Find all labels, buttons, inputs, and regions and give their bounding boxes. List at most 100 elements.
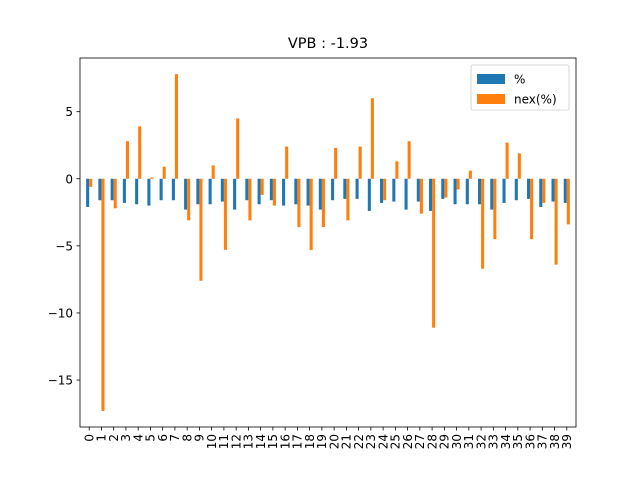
legend-swatch-pct bbox=[477, 74, 505, 84]
bar-nex-19 bbox=[321, 178, 325, 228]
bar-pct-7 bbox=[171, 178, 175, 201]
x-tick-label: 16 bbox=[278, 434, 292, 449]
y-tick-label: −15 bbox=[48, 374, 73, 388]
bar-nex-35 bbox=[517, 153, 521, 179]
bar-pct-21 bbox=[343, 178, 347, 199]
x-tick-label: 39 bbox=[560, 434, 574, 449]
x-tick-label: 19 bbox=[315, 434, 329, 449]
bar-pct-23 bbox=[367, 178, 371, 211]
x-tick-label: 1 bbox=[95, 434, 109, 442]
bar-pct-18 bbox=[306, 178, 310, 206]
y-axis: 5 0 −5 −10 −15 bbox=[48, 105, 80, 388]
bar-nex-12 bbox=[236, 118, 240, 179]
x-tick-label: 14 bbox=[254, 434, 268, 449]
bar-pct-1 bbox=[98, 178, 102, 201]
bar-nex-0 bbox=[89, 178, 93, 187]
bar-nex-23 bbox=[370, 98, 374, 179]
bar-nex-17 bbox=[297, 178, 301, 228]
x-tick-label: 9 bbox=[193, 434, 207, 442]
chart-title: VPB : -1.93 bbox=[288, 36, 368, 52]
y-tick-label: −10 bbox=[48, 306, 73, 320]
legend-label-nex: nex(%) bbox=[514, 93, 557, 107]
x-tick-label: 13 bbox=[242, 434, 256, 449]
x-tick-label: 2 bbox=[107, 434, 121, 442]
x-tick-label: 24 bbox=[376, 434, 390, 449]
bar-nex-5 bbox=[150, 177, 154, 179]
y-tick-label: 5 bbox=[65, 105, 73, 119]
bar-pct-14 bbox=[257, 178, 261, 205]
bar-nex-22 bbox=[358, 146, 362, 179]
legend-swatch-nex bbox=[477, 94, 505, 104]
bar-nex-24 bbox=[383, 178, 387, 201]
x-tick-label: 15 bbox=[266, 434, 280, 449]
bar-pct-10 bbox=[208, 178, 212, 205]
x-tick-label: 22 bbox=[352, 434, 366, 449]
x-tick-label: 17 bbox=[291, 434, 305, 449]
bar-pct-34 bbox=[502, 178, 506, 203]
bar-nex-14 bbox=[260, 178, 264, 195]
bar-nex-39 bbox=[566, 178, 570, 225]
bar-pct-30 bbox=[453, 178, 457, 205]
legend: % nex(%) bbox=[470, 64, 570, 111]
x-tick-label: 12 bbox=[229, 434, 243, 449]
x-tick-label: 36 bbox=[523, 434, 537, 449]
bar-pct-24 bbox=[380, 178, 384, 203]
bar-nex-34 bbox=[505, 142, 509, 179]
bar-pct-2 bbox=[110, 178, 114, 201]
bar-pct-22 bbox=[355, 178, 359, 199]
bar-pct-38 bbox=[551, 178, 555, 202]
bar-nex-20 bbox=[334, 147, 338, 179]
x-tick-label: 11 bbox=[217, 434, 231, 449]
x-tick-label: 4 bbox=[131, 434, 145, 442]
bar-pct-35 bbox=[514, 178, 518, 201]
bar-nex-6 bbox=[162, 166, 166, 179]
bar-nex-10 bbox=[211, 165, 215, 179]
bar-nex-31 bbox=[468, 170, 472, 179]
bars-group bbox=[86, 74, 570, 411]
x-tick-label: 21 bbox=[340, 434, 354, 449]
bar-pct-28 bbox=[429, 178, 433, 211]
x-tick-label: 33 bbox=[487, 434, 501, 449]
bar-pct-37 bbox=[539, 178, 543, 207]
x-tick-label: 32 bbox=[474, 434, 488, 449]
bar-pct-0 bbox=[86, 178, 90, 207]
x-tick-label: 3 bbox=[119, 434, 133, 442]
bar-pct-6 bbox=[159, 178, 163, 201]
x-tick-label: 27 bbox=[413, 434, 427, 449]
bar-nex-16 bbox=[285, 146, 289, 179]
y-tick-label: −5 bbox=[55, 239, 73, 253]
x-tick-label: 7 bbox=[168, 434, 182, 442]
bar-pct-17 bbox=[294, 178, 298, 205]
bar-pct-26 bbox=[404, 178, 408, 210]
bar-pct-16 bbox=[282, 178, 286, 206]
bar-nex-18 bbox=[309, 178, 313, 250]
bar-nex-8 bbox=[187, 178, 191, 221]
bar-pct-5 bbox=[147, 178, 151, 206]
x-tick-label: 8 bbox=[180, 434, 194, 442]
x-tick-label: 0 bbox=[82, 434, 96, 442]
bar-pct-11 bbox=[220, 178, 224, 202]
bar-pct-27 bbox=[416, 178, 420, 202]
bar-nex-3 bbox=[125, 141, 129, 179]
bar-pct-3 bbox=[122, 178, 126, 203]
x-tick-label: 10 bbox=[205, 434, 219, 449]
x-tick-label: 34 bbox=[499, 434, 513, 449]
x-tick-label: 37 bbox=[536, 434, 550, 449]
x-tick-label: 6 bbox=[156, 434, 170, 442]
bar-pct-4 bbox=[135, 178, 139, 205]
x-tick-label: 26 bbox=[401, 434, 415, 449]
x-tick-label: 28 bbox=[425, 434, 439, 449]
x-tick-label: 30 bbox=[450, 434, 464, 449]
bar-pct-20 bbox=[331, 178, 335, 201]
bar-pct-13 bbox=[245, 178, 249, 201]
legend-label-pct: % bbox=[514, 73, 525, 87]
bar-nex-26 bbox=[407, 141, 411, 179]
bar-pct-25 bbox=[392, 178, 396, 202]
bar-nex-4 bbox=[138, 126, 142, 179]
x-axis: 0123456789101112131415161718192021222324… bbox=[82, 427, 574, 449]
bar-nex-9 bbox=[199, 178, 203, 281]
bar-nex-29 bbox=[444, 178, 448, 198]
x-tick-label: 29 bbox=[438, 434, 452, 449]
x-tick-label: 31 bbox=[462, 434, 476, 449]
